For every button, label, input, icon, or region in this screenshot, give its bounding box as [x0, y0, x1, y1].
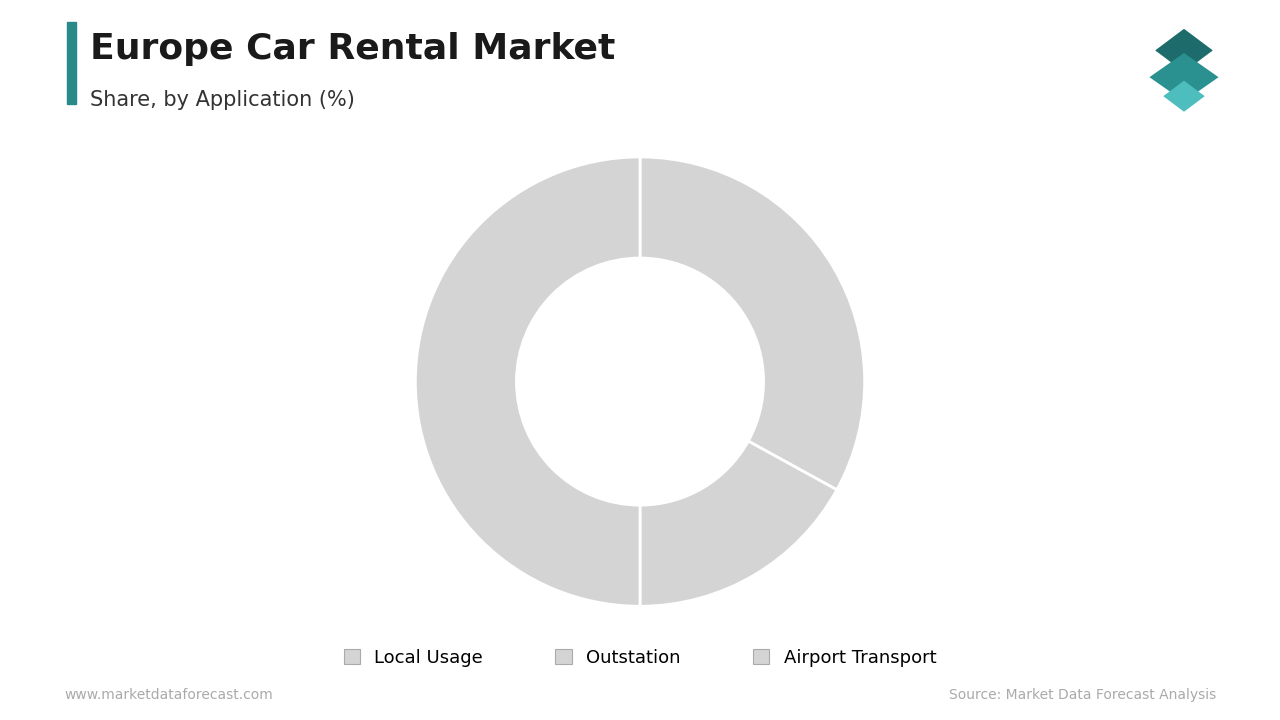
Polygon shape: [1156, 29, 1213, 72]
Wedge shape: [415, 157, 640, 606]
Text: Source: Market Data Forecast Analysis: Source: Market Data Forecast Analysis: [948, 688, 1216, 702]
Polygon shape: [1149, 53, 1219, 102]
Text: Europe Car Rental Market: Europe Car Rental Market: [90, 32, 614, 66]
Wedge shape: [640, 157, 864, 490]
Legend: Local Usage, Outstation, Airport Transport: Local Usage, Outstation, Airport Transpo…: [335, 640, 945, 676]
Text: Share, by Application (%): Share, by Application (%): [90, 90, 355, 110]
Polygon shape: [1164, 81, 1204, 112]
Wedge shape: [640, 441, 837, 606]
Text: www.marketdataforecast.com: www.marketdataforecast.com: [64, 688, 273, 702]
